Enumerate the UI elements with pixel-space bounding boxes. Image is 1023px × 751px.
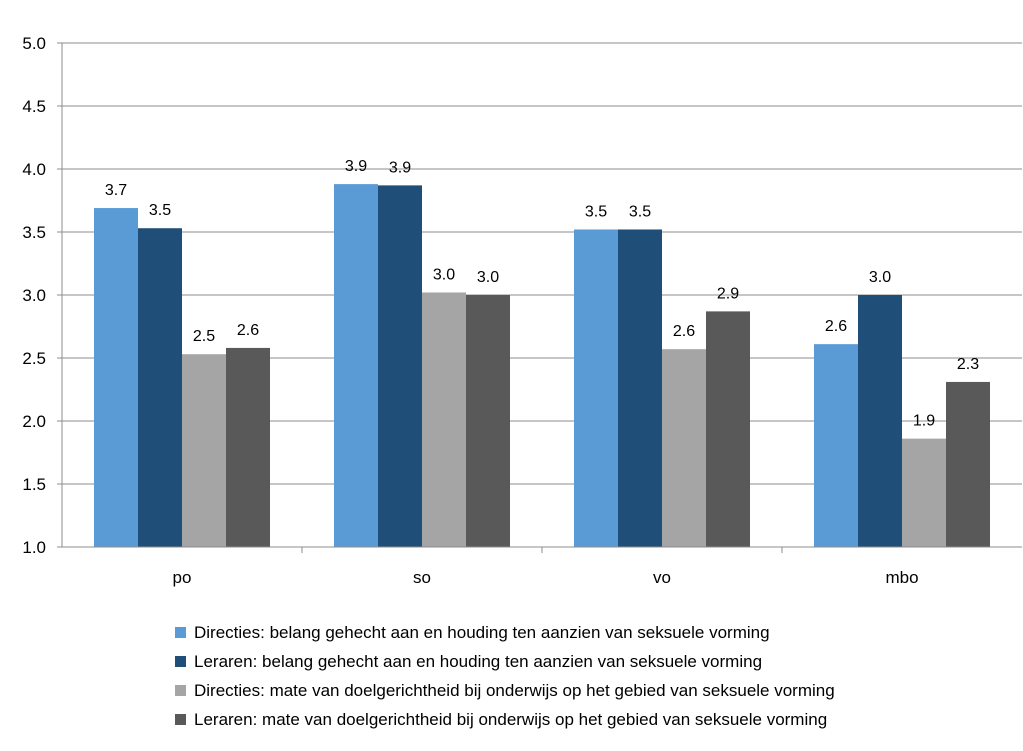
data-label: 2.5	[193, 328, 215, 345]
legend-swatch	[175, 685, 186, 696]
bar	[226, 347, 270, 547]
legend-label: Leraren: mate van doelgerichtheid bij on…	[194, 709, 828, 729]
x-tick-label: vo	[653, 568, 671, 587]
legend-swatch	[175, 714, 186, 725]
legend-item: Directies: mate van doelgerichtheid bij …	[175, 676, 835, 705]
x-axis-ticks: po so vo mbo	[173, 547, 919, 587]
bar	[662, 349, 706, 547]
y-axis-ticks: 1.0 1.5 2.0 2.5 3.0 3.5 4.0 4.5 5.0	[22, 34, 62, 557]
data-label: 3.9	[389, 159, 411, 176]
bar	[422, 292, 466, 547]
data-label: 3.7	[105, 182, 127, 199]
legend-label: Leraren: belang gehecht aan en houding t…	[194, 651, 763, 671]
data-label: 3.0	[477, 269, 499, 286]
legend-swatch	[175, 656, 186, 667]
legend-swatch	[175, 627, 186, 638]
legend-label: Directies: mate van doelgerichtheid bij …	[194, 680, 835, 700]
data-label: 3.5	[629, 203, 651, 220]
y-tick-label: 2.5	[22, 349, 46, 368]
y-tick-label: 2.0	[22, 412, 46, 431]
legend-item: Directies: belang gehecht aan en houding…	[175, 618, 835, 647]
y-tick-label: 3.0	[22, 286, 46, 305]
data-label: 3.9	[345, 158, 367, 175]
bar	[94, 208, 138, 547]
data-label: 2.9	[717, 285, 739, 302]
bar	[706, 311, 750, 547]
bar	[378, 185, 422, 547]
data-label: 1.9	[913, 413, 935, 430]
legend-label: Directies: belang gehecht aan en houding…	[194, 622, 770, 642]
legend-item: Leraren: mate van doelgerichtheid bij on…	[175, 705, 835, 734]
data-label: 3.5	[585, 203, 607, 220]
legend: Directies: belang gehecht aan en houding…	[175, 618, 835, 734]
y-tick-label: 3.5	[22, 223, 46, 242]
y-tick-label: 4.5	[22, 97, 46, 116]
x-tick-label: so	[413, 568, 431, 587]
bar	[138, 228, 182, 547]
data-labels: 3.7 3.9 3.5 2.6 3.5 3.9 3.5 3.0 2.5 3.0 2.6 1.9 2.6 3…	[105, 158, 979, 430]
data-label: 3.0	[433, 266, 455, 283]
bar	[334, 184, 378, 547]
bar	[946, 381, 990, 547]
data-label: 3.5	[149, 202, 171, 219]
data-label: 3.0	[869, 269, 891, 286]
data-label: 2.3	[957, 356, 979, 373]
bar	[182, 354, 226, 547]
y-tick-label: 1.5	[22, 475, 46, 494]
legend-item: Leraren: belang gehecht aan en houding t…	[175, 647, 835, 676]
bar	[466, 295, 510, 547]
bars	[94, 184, 990, 548]
x-tick-label: po	[173, 568, 192, 587]
y-tick-label: 4.0	[22, 160, 46, 179]
y-tick-label: 1.0	[22, 538, 46, 557]
data-label: 2.6	[237, 322, 259, 339]
bar	[574, 229, 618, 548]
data-label: 2.6	[673, 323, 695, 340]
bar	[814, 344, 858, 547]
bar	[858, 295, 902, 547]
y-tick-label: 5.0	[22, 34, 46, 53]
bar	[618, 229, 662, 548]
x-tick-label: mbo	[885, 568, 918, 587]
data-label: 2.6	[825, 318, 847, 335]
bar	[902, 438, 946, 547]
